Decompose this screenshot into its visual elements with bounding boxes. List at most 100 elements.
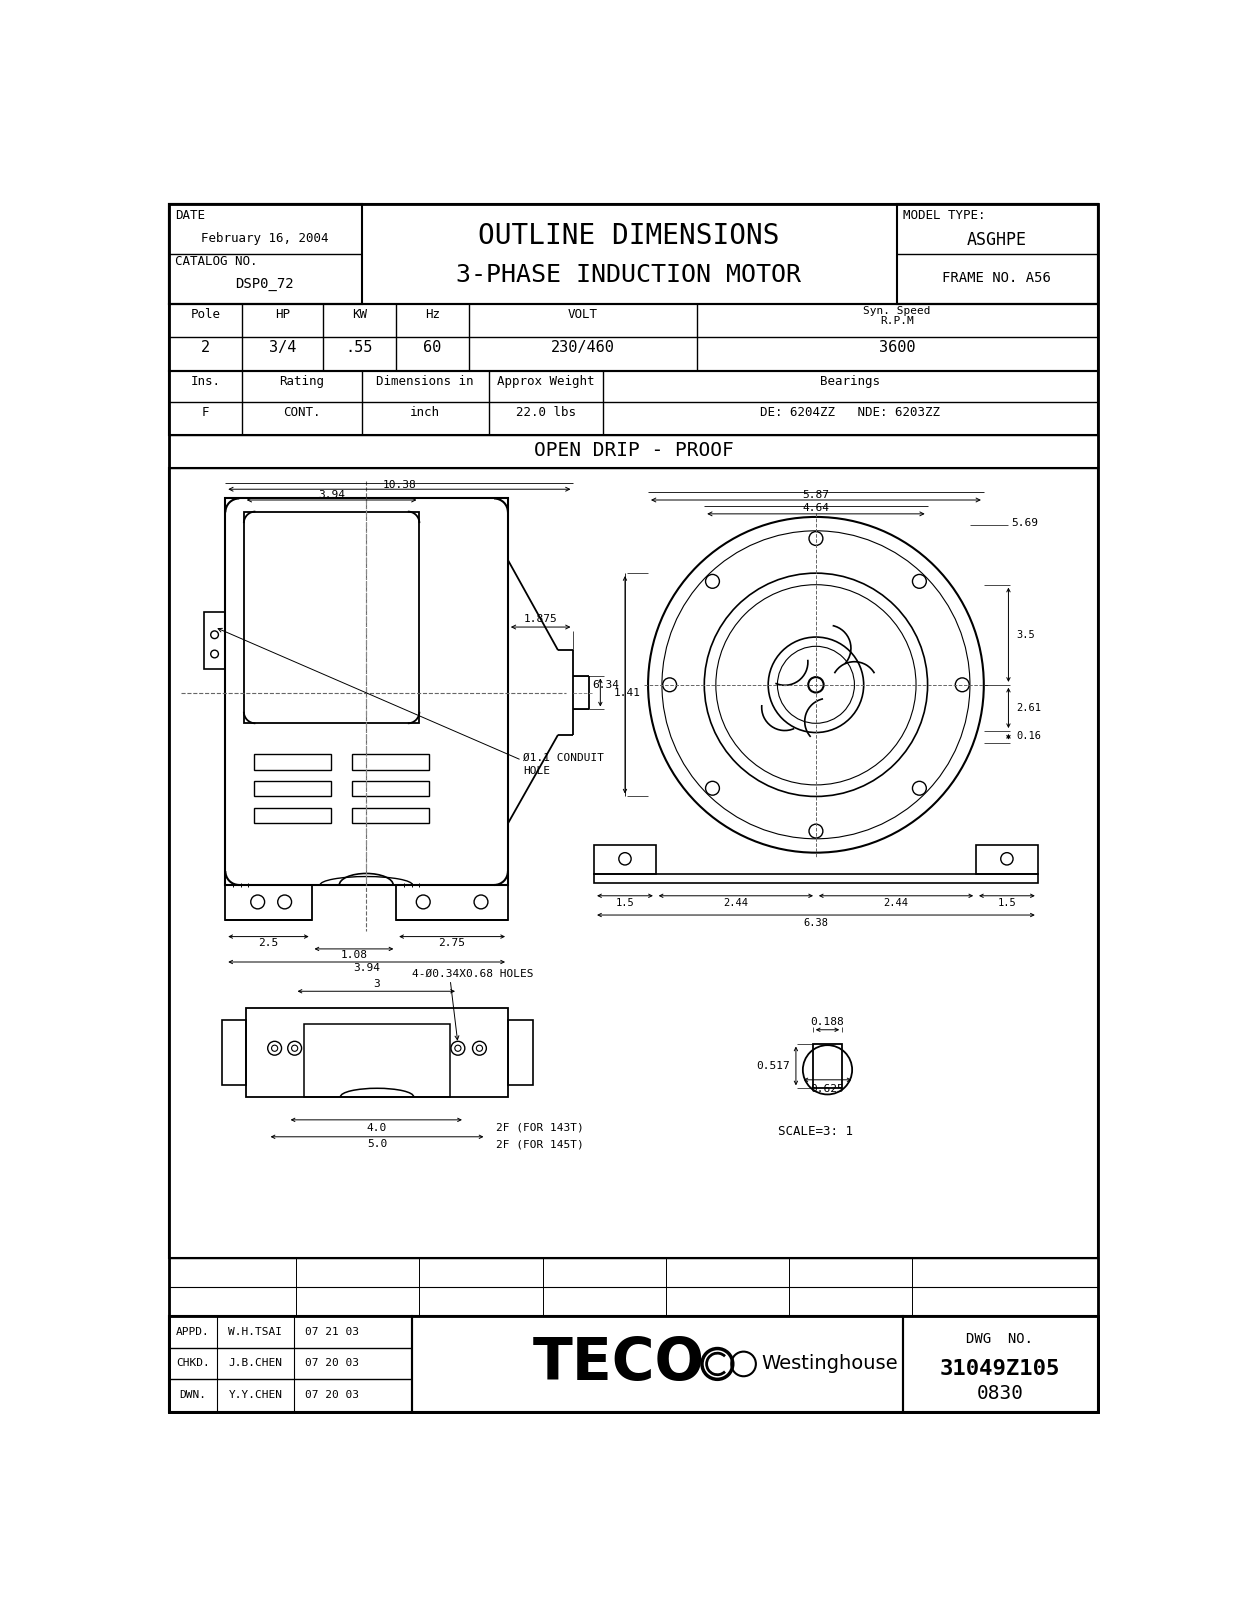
- Text: J.B.CHEN: J.B.CHEN: [229, 1358, 282, 1368]
- Text: 2: 2: [200, 341, 210, 355]
- Text: CONT.: CONT.: [283, 406, 320, 419]
- Text: Dimensions in: Dimensions in: [376, 374, 473, 387]
- Text: Hz: Hz: [425, 307, 440, 322]
- Text: inch: inch: [410, 406, 440, 419]
- Text: Bearings: Bearings: [819, 374, 880, 387]
- Text: 1.5: 1.5: [997, 899, 1016, 909]
- Text: 0.517: 0.517: [756, 1061, 790, 1070]
- Text: KW: KW: [352, 307, 367, 322]
- Text: DSP0_72: DSP0_72: [235, 277, 294, 291]
- Text: 4-Ø0.34X0.68 HOLES: 4-Ø0.34X0.68 HOLES: [412, 968, 533, 979]
- Text: ASGHPE: ASGHPE: [967, 230, 1027, 248]
- Text: 6.38: 6.38: [803, 918, 828, 928]
- Bar: [169, 203, 1098, 304]
- Text: 07 21 03: 07 21 03: [305, 1326, 360, 1336]
- Bar: [169, 467, 1098, 1259]
- Text: Y.Y.CHEN: Y.Y.CHEN: [229, 1390, 282, 1400]
- Bar: [351, 808, 429, 824]
- Text: 4.0: 4.0: [366, 1123, 387, 1133]
- Text: 2.61: 2.61: [1016, 702, 1041, 714]
- Text: 3/4: 3/4: [268, 341, 295, 355]
- Text: February 16, 2004: February 16, 2004: [201, 232, 329, 245]
- Bar: [221, 1019, 246, 1085]
- Text: 2F (FOR 145T): 2F (FOR 145T): [497, 1139, 585, 1149]
- Text: 0830: 0830: [976, 1384, 1023, 1403]
- Text: DWG  NO.: DWG NO.: [967, 1333, 1033, 1346]
- Text: DATE: DATE: [176, 208, 205, 221]
- Text: 3.94: 3.94: [352, 963, 379, 973]
- Text: 5.0: 5.0: [367, 1139, 387, 1149]
- Text: 6.34: 6.34: [592, 680, 619, 690]
- Bar: [169, 304, 1098, 371]
- Bar: [169, 371, 1098, 435]
- Text: 60: 60: [424, 341, 441, 355]
- Bar: [169, 1259, 1098, 1317]
- Bar: [351, 754, 429, 770]
- Bar: [225, 885, 311, 920]
- Text: 3-PHASE INDUCTION MOTOR: 3-PHASE INDUCTION MOTOR: [456, 262, 801, 286]
- Bar: [225, 499, 508, 885]
- Text: 2.75: 2.75: [439, 938, 465, 947]
- Bar: [243, 512, 419, 723]
- Bar: [169, 203, 362, 304]
- Text: 07 20 03: 07 20 03: [305, 1390, 360, 1400]
- Bar: [595, 874, 1038, 883]
- Text: 3600: 3600: [879, 341, 915, 355]
- Bar: [246, 1008, 508, 1096]
- Bar: [412, 1317, 904, 1413]
- Text: 1.08: 1.08: [340, 950, 367, 960]
- Text: 0.188: 0.188: [811, 1018, 844, 1027]
- Bar: [897, 203, 1098, 304]
- Text: TECO: TECO: [533, 1336, 705, 1392]
- Text: .55: .55: [346, 341, 373, 355]
- Text: FRAME NO. A56: FRAME NO. A56: [943, 272, 1052, 285]
- Text: 31049Z105: 31049Z105: [939, 1358, 1060, 1379]
- Text: 2.5: 2.5: [258, 938, 278, 947]
- Text: 230/460: 230/460: [551, 341, 614, 355]
- Text: Ø1.1 CONDUIT: Ø1.1 CONDUIT: [523, 754, 604, 763]
- Text: HP: HP: [274, 307, 289, 322]
- Text: R.P.M: R.P.M: [880, 315, 913, 325]
- Text: W.H.TSAI: W.H.TSAI: [229, 1326, 282, 1336]
- Text: 07 20 03: 07 20 03: [305, 1358, 360, 1368]
- Text: Westinghouse: Westinghouse: [761, 1355, 897, 1373]
- Text: 5.87: 5.87: [802, 490, 829, 499]
- Text: 5.69: 5.69: [1011, 518, 1038, 528]
- Text: 4.64: 4.64: [802, 504, 829, 514]
- Text: DE: 6204ZZ   NDE: 6203ZZ: DE: 6204ZZ NDE: 6203ZZ: [760, 406, 939, 419]
- Text: 3: 3: [373, 979, 379, 989]
- Bar: [813, 1043, 842, 1088]
- Text: Ins.: Ins.: [190, 374, 220, 387]
- Bar: [169, 1317, 1098, 1413]
- Text: MODEL TYPE:: MODEL TYPE:: [904, 208, 985, 221]
- Text: 3.94: 3.94: [318, 490, 345, 501]
- Text: 1.875: 1.875: [523, 614, 557, 624]
- Text: F: F: [201, 406, 209, 419]
- Text: APPD.: APPD.: [177, 1326, 210, 1336]
- Text: Pole: Pole: [190, 307, 220, 322]
- Bar: [204, 611, 225, 669]
- Bar: [976, 845, 1038, 874]
- Text: 0.16: 0.16: [1016, 731, 1041, 741]
- Text: 22.0 lbs: 22.0 lbs: [515, 406, 576, 419]
- Text: OPEN DRIP - PROOF: OPEN DRIP - PROOF: [534, 442, 733, 461]
- Bar: [397, 885, 508, 920]
- Text: CHKD.: CHKD.: [177, 1358, 210, 1368]
- Text: DWN.: DWN.: [179, 1390, 206, 1400]
- Bar: [595, 845, 656, 874]
- Bar: [169, 435, 1098, 467]
- Bar: [253, 808, 331, 824]
- Bar: [351, 781, 429, 797]
- Text: 10.38: 10.38: [382, 480, 417, 490]
- Bar: [304, 1024, 450, 1096]
- Text: 1.5: 1.5: [616, 899, 634, 909]
- Text: 0.625: 0.625: [811, 1085, 844, 1094]
- Text: 1.41: 1.41: [614, 688, 641, 698]
- Text: Approx Weight: Approx Weight: [497, 374, 595, 387]
- Bar: [508, 1019, 533, 1085]
- Circle shape: [808, 677, 823, 693]
- Text: SCALE=3: 1: SCALE=3: 1: [779, 1125, 853, 1138]
- Text: Syn. Speed: Syn. Speed: [863, 306, 931, 317]
- Bar: [253, 781, 331, 797]
- Bar: [253, 754, 331, 770]
